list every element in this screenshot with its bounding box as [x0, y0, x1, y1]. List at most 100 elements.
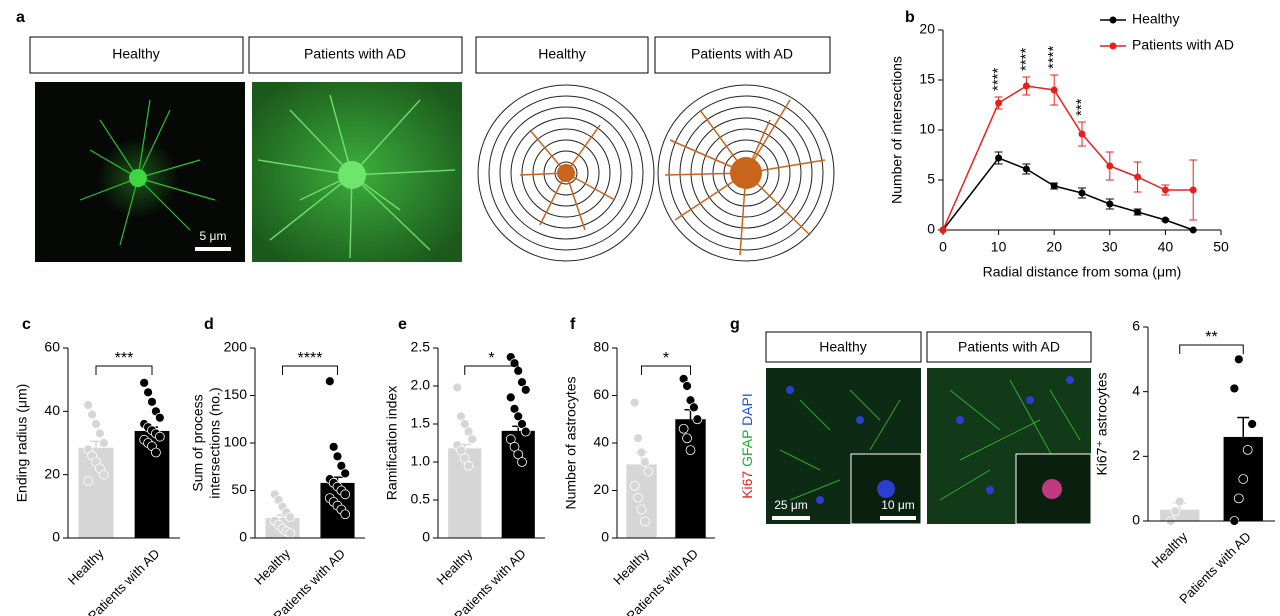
- header-box: [926, 331, 1092, 363]
- data-point: [340, 489, 351, 500]
- data-point: [939, 226, 947, 234]
- data-point: [1134, 208, 1142, 216]
- micrograph-healthy: 5 μm: [35, 82, 245, 262]
- data-point: [682, 433, 692, 444]
- scale-bar-label: 25 μm: [774, 498, 808, 512]
- data-point: [463, 460, 474, 471]
- significance-label: ****: [1045, 45, 1062, 69]
- data-point: [336, 460, 347, 471]
- y-tick-label: 20: [919, 21, 935, 37]
- data-point: [685, 445, 696, 456]
- data-point: [1022, 82, 1030, 90]
- y-tick-label: 60: [593, 386, 609, 402]
- panel-letter: e: [398, 316, 407, 333]
- data-point: [640, 457, 650, 467]
- stain: GFAP: [739, 430, 755, 467]
- y-tick-label: 15: [919, 71, 935, 87]
- data-point: [1238, 474, 1249, 484]
- significance-label: ****: [1017, 47, 1034, 71]
- y-tick-label: 0: [1132, 512, 1140, 528]
- panel-letter: f: [570, 316, 576, 333]
- data-point: [1022, 165, 1030, 173]
- significance-bracket: [1179, 344, 1244, 354]
- x-tick-label: Healthy: [1149, 529, 1191, 571]
- y-tick-label: 1.5: [411, 415, 431, 431]
- scale-bar-label: 10 μm: [881, 498, 915, 512]
- data-point: [87, 409, 97, 420]
- stain-micrographs: 25 μm 10 μm: [766, 368, 1092, 525]
- x-tick-label: Healthy: [251, 546, 293, 588]
- y-tick-label: 0: [239, 529, 247, 545]
- y-tick-label: 1.0: [411, 453, 431, 469]
- panel-letter: g: [730, 316, 740, 333]
- bar: [1160, 509, 1200, 521]
- data-point: [143, 387, 153, 398]
- data-point: [629, 480, 640, 491]
- y-tick-label: 0: [52, 529, 60, 545]
- y-tick-label: 5: [927, 171, 935, 187]
- significance-bracket: [282, 365, 338, 375]
- data-point: [83, 400, 94, 410]
- y-axis-label: Number of astrocytes: [563, 376, 579, 509]
- data-point: [1229, 383, 1240, 394]
- stain-label: Ki67 GFAP DAPI: [739, 393, 755, 499]
- x-tick-label: Healthy: [434, 546, 476, 588]
- y-tick-label: 20: [44, 465, 60, 481]
- stain: DAPI: [739, 393, 755, 426]
- significance-bracket: [95, 365, 153, 375]
- x-tick-label: 30: [1102, 239, 1118, 255]
- legend-marker: [1109, 16, 1117, 24]
- sholl-diagrams: [477, 84, 835, 262]
- data-point: [467, 434, 478, 445]
- y-axis-label: Ending radius (μm): [14, 384, 30, 503]
- header: Patients with AD: [304, 46, 406, 62]
- significance-label: *: [663, 350, 669, 367]
- data-point: [1134, 173, 1142, 181]
- data-point: [682, 381, 692, 391]
- data-point: [1161, 186, 1169, 194]
- data-point: [1161, 216, 1169, 224]
- data-point: [154, 431, 165, 442]
- panel-letter: d: [204, 316, 214, 333]
- data-point: [678, 423, 689, 434]
- data-point: [332, 451, 343, 462]
- legend-label: Patients with AD: [1132, 37, 1234, 53]
- x-tick-label: Healthy: [65, 546, 107, 588]
- data-point: [83, 476, 94, 486]
- data-point: [340, 509, 351, 520]
- x-tick-label: 40: [1158, 239, 1174, 255]
- data-point: [324, 376, 335, 387]
- data-point: [1233, 354, 1244, 365]
- data-point: [340, 468, 351, 479]
- data-point: [154, 412, 165, 423]
- y-tick-label: 40: [44, 402, 60, 418]
- x-tick-label: 10: [991, 239, 1007, 255]
- significance-label: ****: [990, 67, 1007, 91]
- header-box: [654, 36, 831, 74]
- micrograph-ad: [252, 82, 462, 262]
- y-tick-label: 4: [1132, 382, 1140, 398]
- data-point: [1078, 130, 1086, 138]
- data-point: [285, 512, 296, 522]
- header: Patients with AD: [958, 339, 1060, 355]
- panel-letter: c: [22, 316, 31, 333]
- significance-bracket: [464, 365, 519, 375]
- series-line: [942, 85, 1194, 231]
- data-point: [98, 438, 109, 448]
- scale-bar-label: 5 μm: [200, 229, 227, 243]
- data-point: [328, 441, 339, 452]
- y-tick-label: 100: [224, 434, 248, 450]
- y-axis-label: Number of intersections: [889, 56, 905, 204]
- data-point: [1174, 496, 1185, 507]
- data-point: [633, 433, 643, 444]
- data-point: [91, 419, 101, 429]
- data-point: [1242, 444, 1253, 455]
- data-point: [633, 492, 643, 503]
- data-point: [692, 414, 703, 425]
- x-tick-label: 20: [1046, 239, 1062, 255]
- y-tick-label: 40: [593, 434, 609, 450]
- x-tick-label: 0: [939, 239, 947, 255]
- header-box: [248, 36, 463, 74]
- series-line: [942, 157, 1194, 231]
